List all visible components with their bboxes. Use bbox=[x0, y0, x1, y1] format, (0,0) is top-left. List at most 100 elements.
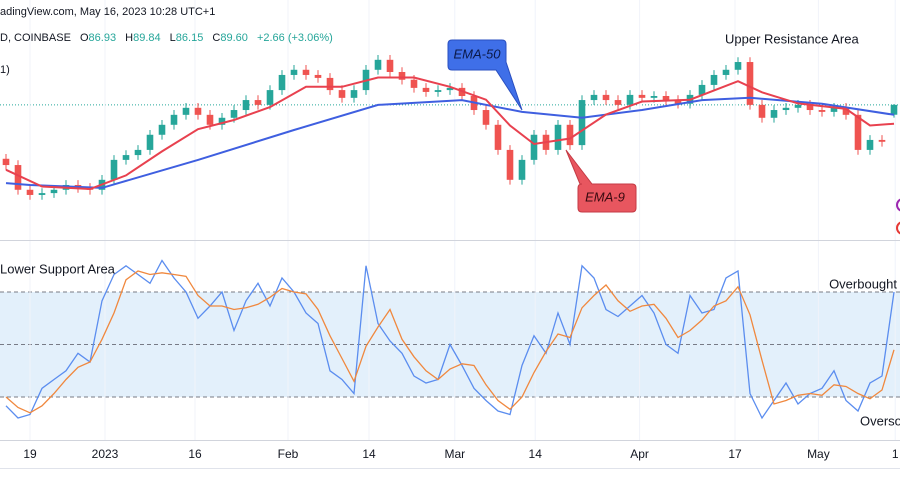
candle-body bbox=[722, 69, 730, 75]
candle-body bbox=[350, 90, 358, 98]
candle-body bbox=[830, 107, 838, 112]
x-tick-label: 17 bbox=[728, 447, 742, 461]
candle-body bbox=[38, 193, 46, 195]
candle-body bbox=[650, 96, 658, 98]
candle-body bbox=[446, 87, 454, 91]
x-tick-label: 14 bbox=[529, 447, 543, 461]
ohlc-value: 89.84 bbox=[133, 32, 161, 44]
candle-body bbox=[806, 104, 814, 111]
annotation: Overso bbox=[860, 413, 900, 428]
ema50-label: EMA-50 bbox=[454, 46, 502, 61]
candle-body bbox=[230, 110, 238, 118]
candle-body bbox=[782, 107, 790, 111]
candle-body bbox=[326, 77, 334, 91]
x-tick-label: Apr bbox=[630, 447, 649, 461]
alert-icon bbox=[896, 198, 900, 212]
candle-body bbox=[314, 74, 322, 78]
candle-body bbox=[674, 100, 682, 104]
candle-body bbox=[410, 79, 418, 88]
candle-body bbox=[554, 124, 562, 150]
candle-body bbox=[266, 90, 274, 105]
ema-line bbox=[5, 76, 895, 191]
candle-body bbox=[614, 100, 622, 105]
candle-body bbox=[122, 155, 130, 160]
candle-body bbox=[626, 94, 634, 105]
ohlc-value: 86.93 bbox=[89, 32, 117, 44]
candle-body bbox=[482, 110, 490, 125]
ema9-label: EMA-9 bbox=[585, 189, 625, 204]
symbol: D, COINBASE bbox=[0, 32, 71, 44]
candle-body bbox=[878, 139, 886, 142]
candle-body bbox=[14, 165, 22, 190]
x-tick-label: 2023 bbox=[92, 447, 119, 461]
oscillator-line bbox=[5, 259, 895, 420]
candle-body bbox=[662, 96, 670, 101]
candle-body bbox=[602, 94, 610, 101]
annotation: Lower Support Area bbox=[0, 261, 116, 276]
candle-body bbox=[698, 84, 706, 95]
ema9-callout bbox=[565, 149, 637, 213]
symbol-line: D, COINBASE O86.93 H89.84 L86.15 C89.60 … bbox=[0, 32, 333, 44]
candle-body bbox=[254, 100, 262, 105]
alert-icon bbox=[896, 221, 900, 235]
candle-body bbox=[794, 104, 802, 108]
candle-body bbox=[638, 94, 646, 98]
candle-body bbox=[422, 87, 430, 92]
oscillator-line bbox=[5, 270, 895, 414]
ohlc-value: 89.60 bbox=[220, 32, 248, 44]
source: adingView.com, May 16, 2023 10:28 UTC+1 bbox=[0, 6, 215, 18]
annotation: Overbought bbox=[829, 276, 897, 291]
candle-body bbox=[278, 74, 286, 91]
candle-body bbox=[734, 62, 742, 70]
ohlc-key: O bbox=[80, 32, 89, 44]
candle-body bbox=[758, 104, 766, 118]
candle-body bbox=[506, 149, 514, 180]
candle-body bbox=[182, 107, 190, 115]
candle-body bbox=[50, 189, 58, 194]
x-tick-label: 19 bbox=[23, 447, 37, 461]
candle-body bbox=[818, 110, 826, 112]
candle-body bbox=[566, 124, 574, 146]
x-tick-label: 1 bbox=[892, 447, 899, 461]
candle-body bbox=[518, 159, 526, 180]
candle-body bbox=[302, 69, 310, 75]
indicator-label: 1) bbox=[0, 64, 10, 76]
candle-body bbox=[590, 94, 598, 101]
ohlc-key: C bbox=[212, 32, 220, 44]
candle-body bbox=[170, 114, 178, 125]
candle-body bbox=[2, 158, 10, 166]
candle-body bbox=[842, 107, 850, 115]
candle-body bbox=[530, 134, 538, 160]
candle-body bbox=[890, 104, 898, 115]
candle-body bbox=[242, 100, 250, 111]
candle-body bbox=[206, 114, 214, 125]
candle-body bbox=[494, 124, 502, 150]
candle-body bbox=[218, 117, 226, 125]
candle-body bbox=[338, 90, 346, 98]
ema50-callout bbox=[447, 39, 523, 111]
candle-body bbox=[110, 159, 118, 180]
candle-body bbox=[194, 107, 202, 115]
candle-body bbox=[290, 69, 298, 75]
candle-body bbox=[374, 59, 382, 70]
candle-body bbox=[146, 134, 154, 150]
x-tick-label: Mar bbox=[444, 447, 465, 461]
ohlc-key: L bbox=[170, 32, 176, 44]
ohlc-key: H bbox=[125, 32, 133, 44]
candle-body bbox=[770, 110, 778, 118]
annotation: Upper Resistance Area bbox=[725, 31, 859, 46]
candle-body bbox=[854, 114, 862, 150]
candle-body bbox=[866, 139, 874, 150]
candle-body bbox=[386, 59, 394, 72]
candle-body bbox=[158, 124, 166, 135]
change: +2.66 (+3.06%) bbox=[257, 32, 333, 44]
candle-body bbox=[578, 100, 586, 146]
ohlc-value: 86.15 bbox=[176, 32, 204, 44]
x-tick-label: 14 bbox=[362, 447, 376, 461]
candle-body bbox=[710, 74, 718, 85]
candle-body bbox=[434, 90, 442, 92]
candle-body bbox=[398, 72, 406, 80]
x-tick-label: 16 bbox=[188, 447, 202, 461]
